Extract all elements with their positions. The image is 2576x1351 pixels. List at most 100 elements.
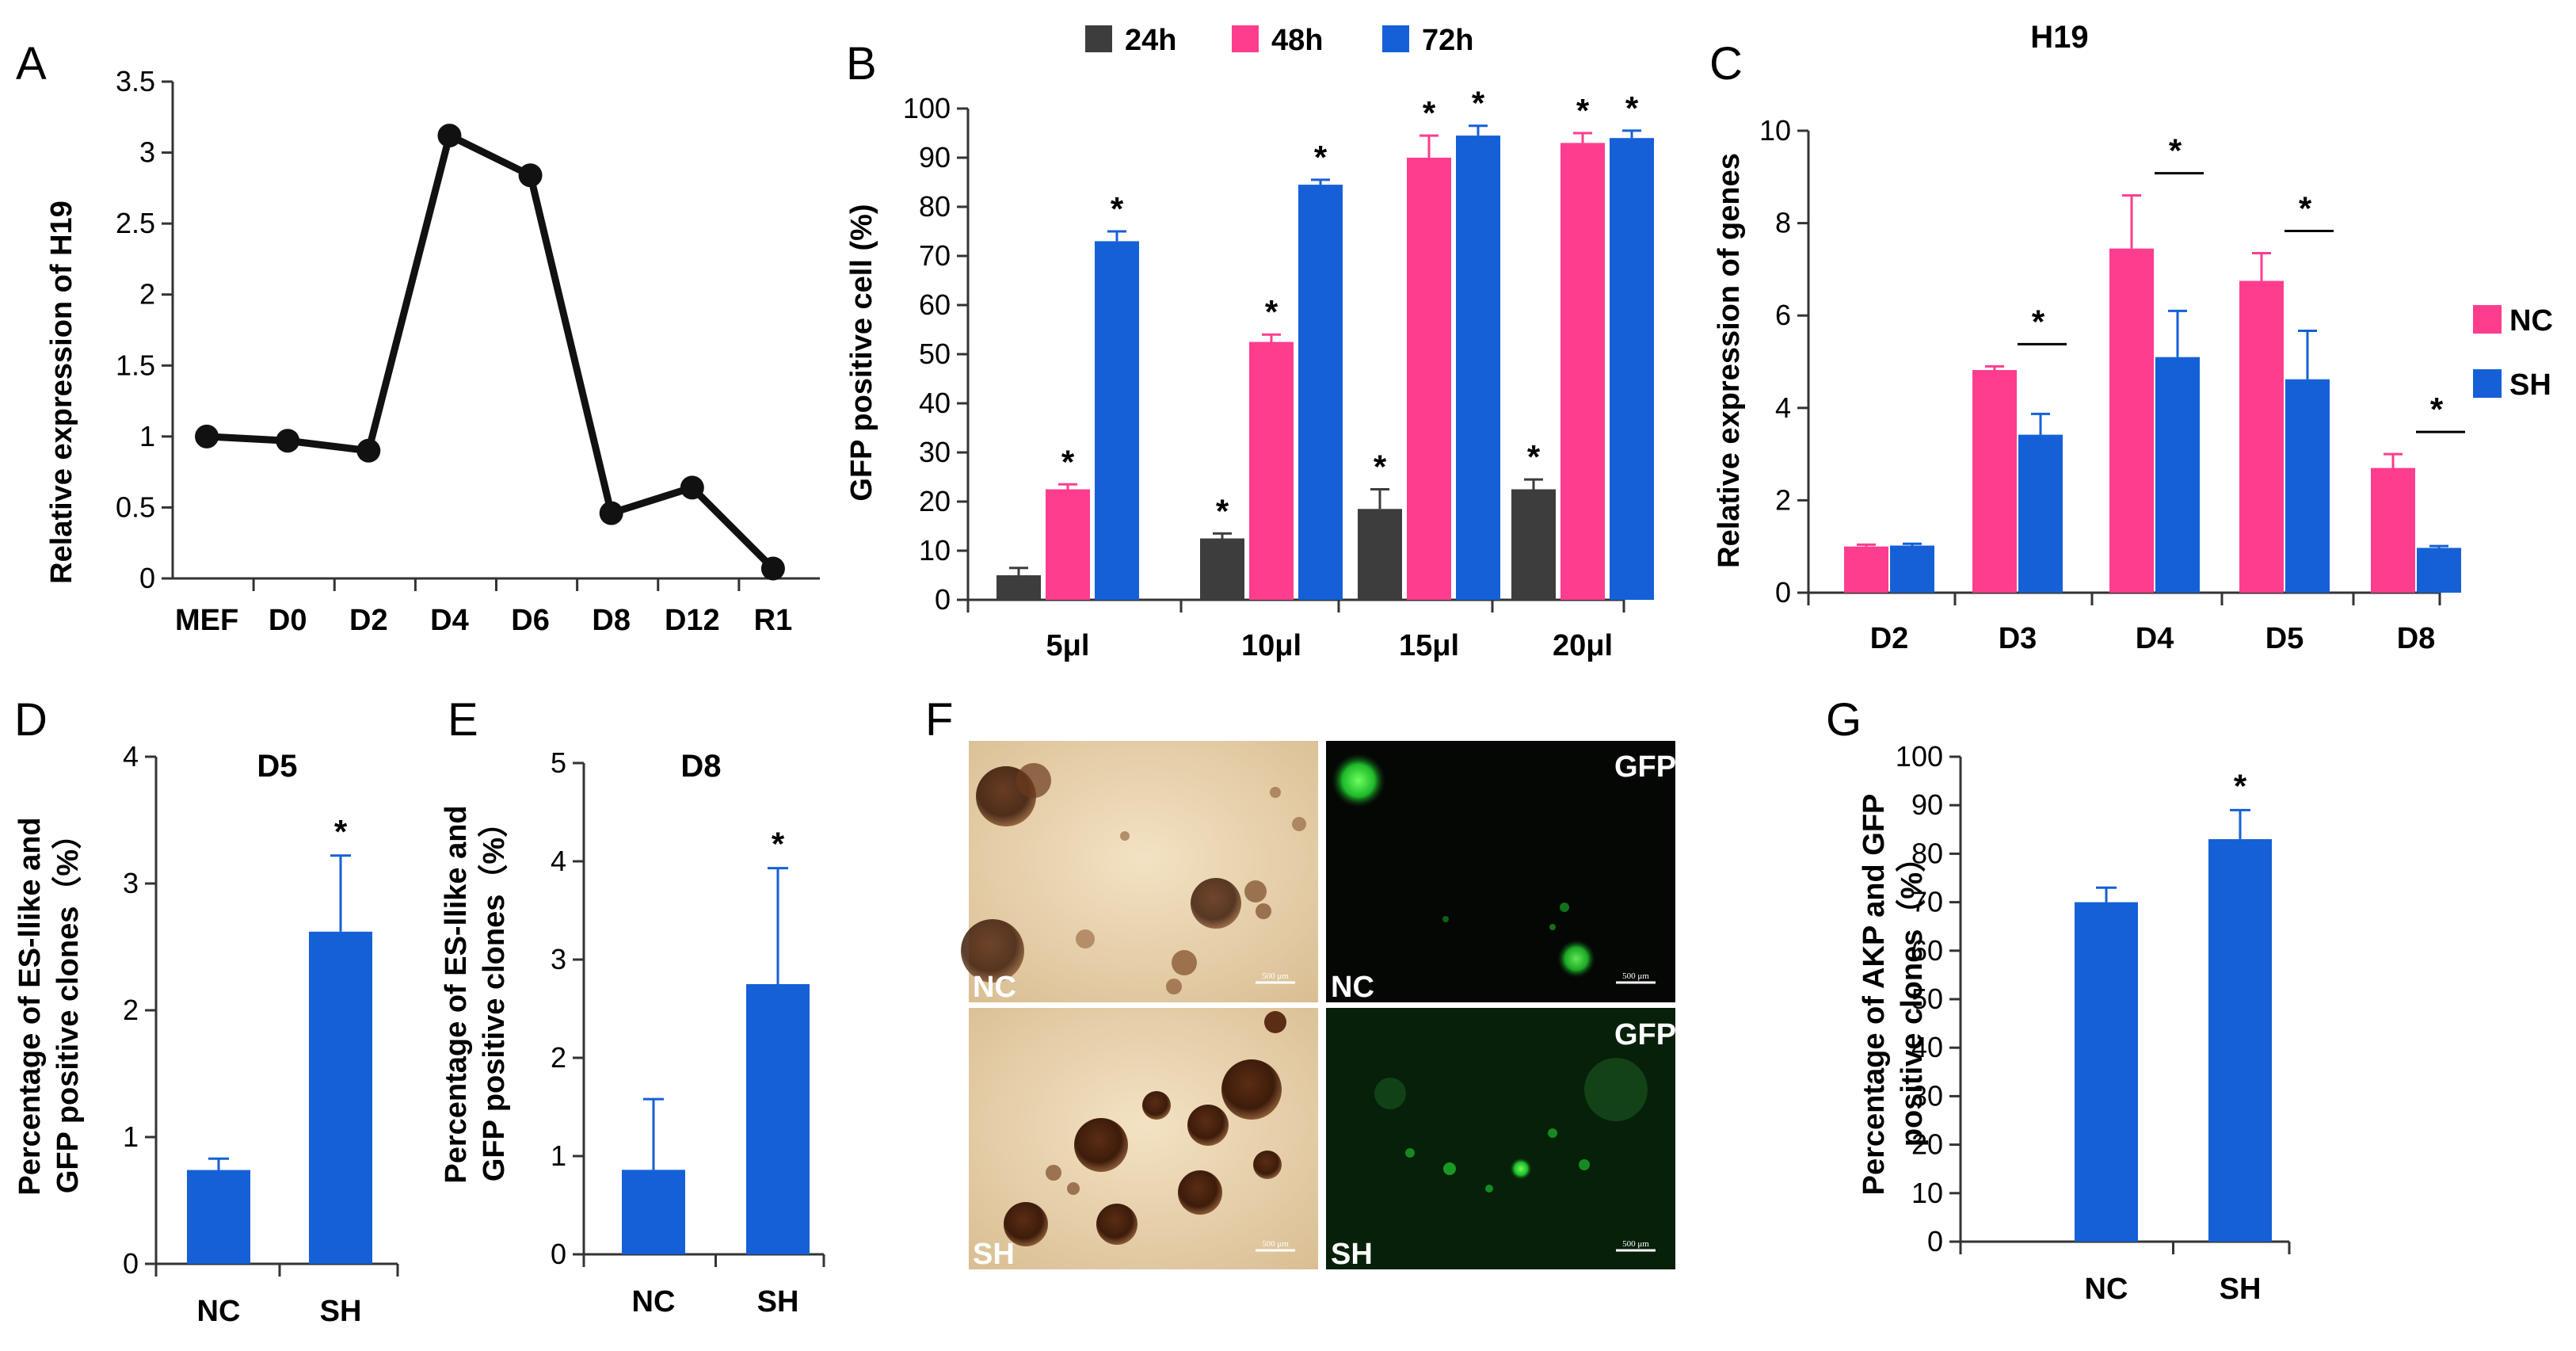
g-y-tick-label: 100 [1896,740,1943,773]
g-y-tick-label: 80 [1911,837,1943,869]
c-y-tick-label: 4 [1775,391,1791,424]
c-significance-star: * [2169,132,2182,170]
b-y-tick-label: 70 [919,239,951,272]
panel-d-chart: 0 1 2 3 4 NC * SH [123,740,399,1328]
scale-label-3: 500 μm [1262,1239,1289,1249]
e-y-tick-label: 2 [551,1041,566,1074]
panel-c-title: H19 [2030,20,2088,55]
c-legend-swatch [2473,369,2502,398]
a-y-tick-label: 2.5 [116,207,155,239]
panel-e-chart: 0 1 2 3 4 5 NC * SH [551,746,825,1319]
g-y-tick-label: 0 [1927,1225,1943,1257]
panel-letter-f: F [925,694,953,746]
b-y-tick-label: 10 [919,534,951,567]
b-bar [1046,489,1090,600]
b-significance-star: * [1576,92,1590,129]
e-y-tick-label: 1 [551,1139,566,1172]
a-point [518,163,543,188]
b-x-tick-label: 10μl [1241,629,1301,662]
g-y-tick-label: 60 [1911,934,1943,967]
b-y-tick-label: 80 [919,190,951,223]
a-point [195,424,219,448]
scale-label-4: 500 μm [1622,1239,1649,1249]
scale-label-2: 500 μm [1622,971,1649,981]
g-y-tick-label: 10 [1911,1177,1943,1209]
b-bar [1456,135,1500,601]
a-x-tick-label: D4 [430,604,469,637]
c-bar [2155,357,2200,593]
c-bar [2239,281,2284,593]
c-bar [2018,434,2063,593]
panel-e-title: D8 [680,749,721,784]
b-bar [1249,342,1294,600]
a-y-tick-label: 0.5 [116,490,155,523]
d-y-tick-label: 1 [123,1120,139,1153]
micrograph-label-nc-gfp: NC [1331,971,1374,1004]
a-y-tick-label: 3.5 [116,65,155,97]
a-point [276,429,300,453]
a-point [356,438,381,463]
g-x-tick-label: NC [2085,1273,2128,1306]
micrograph-bright-field-sh: 500 μm SH [969,1008,1318,1271]
micrograph-label-sh-bf: SH [973,1238,1015,1271]
panel-a-chart: 0 0.5 1 1.5 2 2.5 3 3.5 MEF D0 D2 D4 D6 D8 D12 R1 [116,65,820,637]
panel-c-ylabel: Relative expression of genes [1713,153,1746,568]
micrograph-tag-gfp-2: GFP [1614,1018,1676,1051]
g-y-tick-label: 90 [1911,788,1943,821]
panel-c: C H19 Relative expression of genes 0 2 4 6 8… [1709,20,2553,655]
b-y-tick-label: 20 [919,485,951,517]
b-bar [996,575,1041,600]
c-y-tick-label: 8 [1775,207,1791,239]
panel-c-chart: 0 2 4 6 8 10 D2 D3 * D4 * D5 * D8 * NC SH [1759,114,2553,655]
panel-d: D Percentage of ES-llike and GFP positiv… [13,694,399,1328]
d-significance-star: * [334,813,348,850]
panel-letter-c: C [1709,38,1743,90]
b-bar [1358,509,1402,600]
b-legend-swatch [1232,25,1259,52]
c-significance-star: * [2299,189,2312,227]
panel-letter-a: A [16,38,47,90]
a-y-tick-label: 3 [139,136,155,169]
b-significance-star: * [1314,139,1328,176]
b-bar [1560,143,1605,600]
g-x-tick-label: SH [2220,1273,2262,1306]
b-significance-star: * [1061,443,1075,480]
g-significance-star: * [2234,767,2247,804]
a-y-tick-label: 0 [139,562,155,594]
b-legend-label: 72h [1422,24,1473,57]
c-y-tick-label: 2 [1775,483,1791,516]
e-x-tick-label: NC [632,1285,676,1319]
panel-letter-g: G [1826,694,1862,746]
d-y-tick-label: 0 [123,1247,139,1280]
b-significance-star: * [1527,438,1541,475]
panel-e-ylabel-line2: GFP positive clones（%） [478,807,511,1181]
a-x-tick-label: D0 [269,604,307,637]
c-significance-star: * [2430,391,2444,428]
c-significance-star: * [2032,303,2045,340]
e-y-tick-label: 5 [551,746,566,779]
a-x-tick-label: D6 [511,604,550,637]
b-y-tick-label: 60 [919,288,951,321]
e-y-tick-label: 3 [551,943,566,975]
g-y-tick-label: 40 [1911,1031,1943,1063]
panel-d-ylabel-line2: GFP positive clones（%） [51,819,85,1193]
panel-g-ylabel-line2: positive clones（%） [1896,842,1929,1147]
panel-g: G Percentage of AKP and GFP positive clo… [1826,694,2291,1306]
panel-g-chart: 0 10 20 30 40 50 60 70 80 90 100 NC * SH [1896,740,2291,1306]
e-bar [746,984,810,1254]
d-bar [187,1170,250,1264]
b-x-tick-label: 20μl [1553,629,1613,662]
a-y-tick-label: 2 [139,278,155,311]
c-bar [1890,545,1934,593]
panel-letter-b: B [846,38,877,90]
g-y-tick-label: 50 [1911,983,1943,1015]
a-point [760,556,785,581]
c-legend-swatch [2473,305,2502,334]
b-bar [1610,138,1654,600]
panel-g-ylabel-line1: Percentage of AKP and GFP [1858,794,1891,1196]
c-y-tick-label: 6 [1775,299,1791,331]
micrograph-bright-field-nc: 500 μm NC [961,741,1318,1004]
micrograph-gfp-sh: 500 μm GFP SH [1326,1008,1676,1271]
c-bar [2417,548,2461,593]
g-bar [2208,839,2272,1242]
